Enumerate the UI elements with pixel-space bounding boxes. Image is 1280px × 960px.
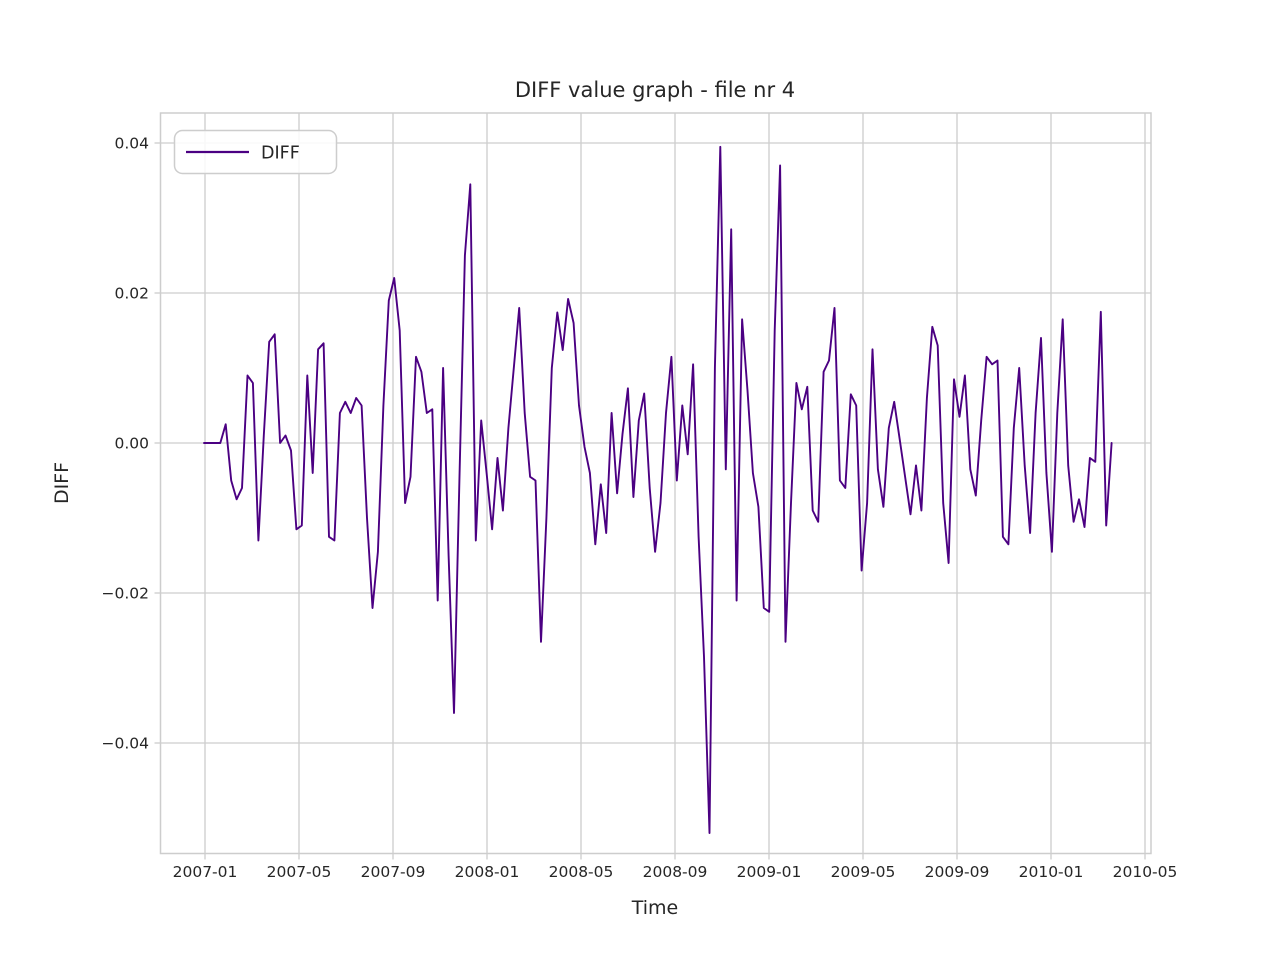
y-tick-label: 0.04 (114, 135, 149, 153)
x-tick-label: 2008-05 (549, 863, 614, 881)
legend-label: DIFF (261, 144, 300, 164)
x-tick-label: 2007-01 (173, 863, 238, 881)
x-tick-label: 2009-09 (925, 863, 990, 881)
x-tick-label: 2009-05 (831, 863, 896, 881)
y-tick-label: −0.04 (102, 735, 150, 753)
plot-border (159, 112, 1152, 855)
y-axis-label: DIFF (51, 462, 73, 504)
x-tick-label: 2008-09 (643, 863, 708, 881)
y-tick-label: 0.02 (114, 285, 149, 303)
x-tick-label: 2010-05 (1113, 863, 1178, 881)
legend-box (173, 129, 338, 175)
chart-title: DIFF value graph - file nr 4 (515, 78, 795, 102)
diff-series-line (203, 145, 1113, 834)
chart-layers: 2007-01 2007-05 2007-09 2008-01 2008-05 2008-… (102, 112, 1178, 881)
legend: DIFF (173, 129, 338, 175)
x-tick-label: 2007-09 (361, 863, 426, 881)
x-axis-label: Time (631, 897, 679, 919)
x-tick-label: 2010-01 (1019, 863, 1084, 881)
y-tick-label: −0.02 (102, 585, 150, 603)
x-tick-label: 2009-01 (737, 863, 802, 881)
x-tick-label: 2008-01 (455, 863, 520, 881)
x-tick-label: 2007-05 (267, 863, 332, 881)
y-tick-label: 0.00 (114, 435, 149, 453)
